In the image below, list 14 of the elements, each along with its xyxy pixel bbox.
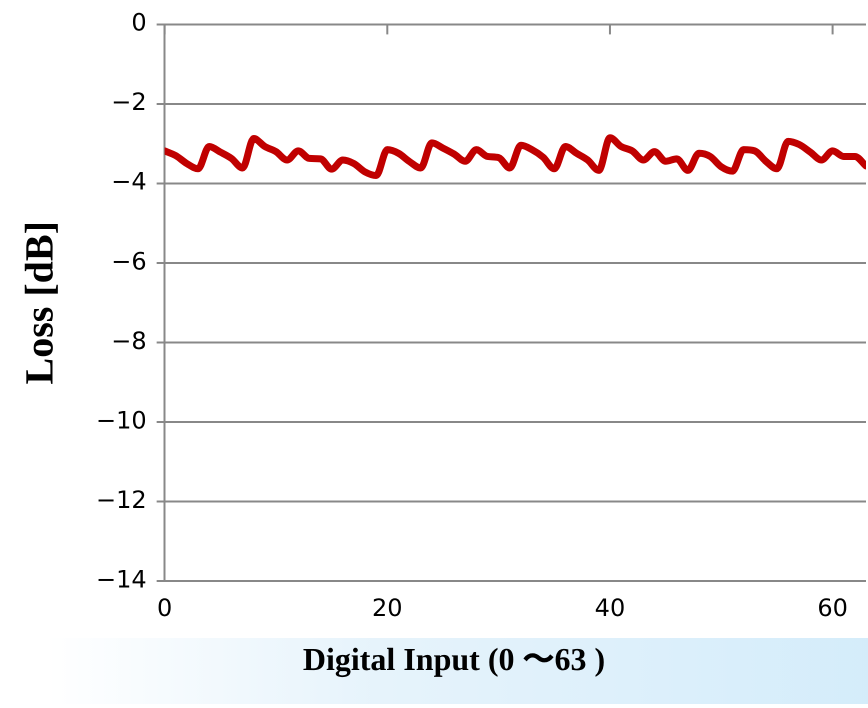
y-tick-label: −12 [96, 486, 147, 514]
y-tick-label: −10 [96, 406, 147, 434]
y-tick-label: −4 [111, 168, 147, 196]
x-axis-title: Digital Input (0 〜63 ) [40, 638, 868, 704]
y-tick-label: 0 [131, 8, 147, 37]
y-tick-label: −8 [111, 326, 147, 355]
y-tick-label: −2 [111, 88, 147, 116]
x-tick-label: 40 [594, 594, 626, 622]
x-tick-label: 0 [157, 594, 172, 622]
y-tick-label: −6 [111, 247, 147, 276]
x-tick-label: 20 [372, 594, 403, 622]
y-tick-label: −14 [96, 565, 147, 594]
y-axis-title: Loss [dB] [16, 221, 62, 384]
x-tick-label: 60 [817, 594, 848, 622]
